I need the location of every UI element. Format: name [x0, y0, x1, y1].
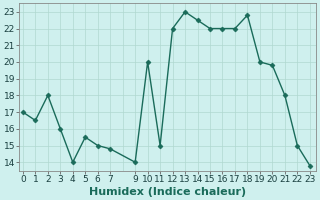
X-axis label: Humidex (Indice chaleur): Humidex (Indice chaleur)	[89, 187, 246, 197]
